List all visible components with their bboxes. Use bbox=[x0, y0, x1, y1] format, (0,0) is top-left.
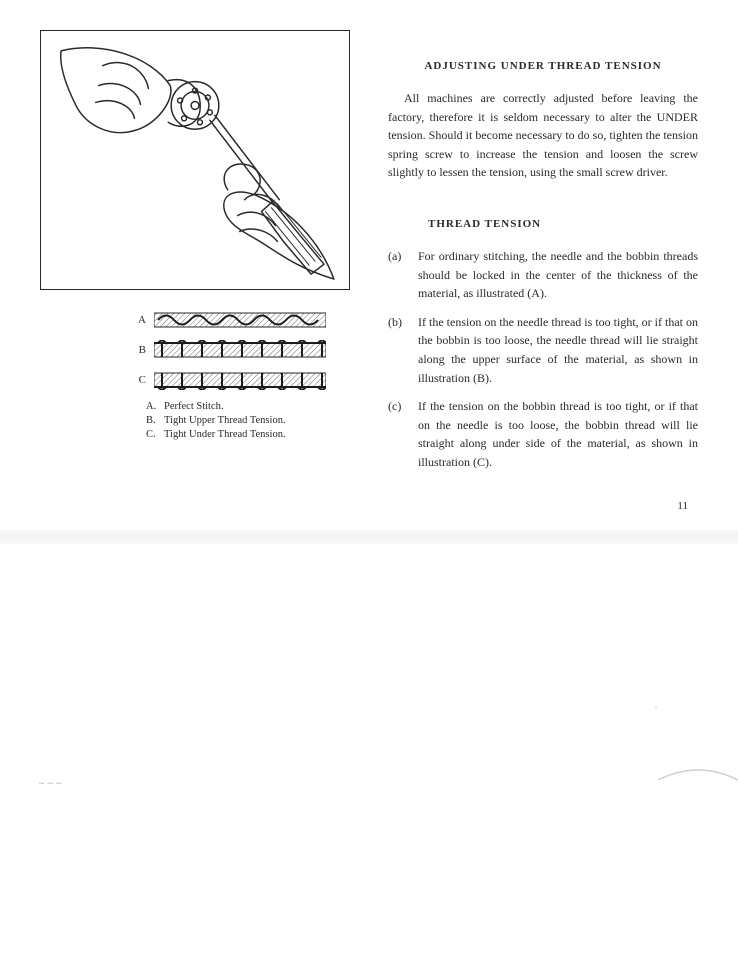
tension-item-b: (b) If the tension on the needle thread … bbox=[388, 313, 698, 387]
tension-item-c: (c) If the tension on the bobbin thread … bbox=[388, 397, 698, 471]
tension-item-c-text: If the tension on the bobbin thread is t… bbox=[418, 397, 698, 471]
left-column: A B bbox=[40, 30, 370, 482]
stitch-row-b: B bbox=[130, 340, 370, 360]
stitch-diagrams: A B bbox=[130, 310, 370, 443]
caption-c: C. Tight Under Thread Tension. bbox=[146, 428, 370, 442]
stitch-c-svg bbox=[154, 370, 326, 390]
tension-item-b-text: If the tension on the needle thread is t… bbox=[418, 313, 698, 387]
bobbin-adjust-illustration bbox=[40, 30, 350, 290]
stitch-label-a: A bbox=[130, 314, 146, 326]
right-column: ADJUSTING UNDER THREAD TENSION All machi… bbox=[370, 30, 698, 482]
page: A B bbox=[0, 0, 738, 954]
tension-item-b-letter: (b) bbox=[388, 313, 418, 387]
hands-bobbin-svg bbox=[41, 31, 349, 289]
stitch-label-c: C bbox=[130, 374, 146, 386]
stitch-captions: A. Perfect Stitch. B. Tight Upper Thread… bbox=[146, 400, 370, 443]
tension-item-a-letter: (a) bbox=[388, 247, 418, 303]
caption-a-text: Perfect Stitch. bbox=[164, 400, 223, 414]
caption-b: B. Tight Upper Thread Tension. bbox=[146, 414, 370, 428]
tension-item-c-letter: (c) bbox=[388, 397, 418, 471]
stitch-row-c: C bbox=[130, 370, 370, 390]
caption-c-text: Tight Under Thread Tension. bbox=[164, 428, 286, 442]
caption-b-text: Tight Upper Thread Tension. bbox=[164, 414, 286, 428]
scan-artifact-band bbox=[0, 530, 738, 544]
caption-c-letter: C. bbox=[146, 428, 164, 442]
page-number: 11 bbox=[677, 500, 688, 512]
para-under-tension: All machines are correctly adjusted befo… bbox=[388, 89, 698, 182]
page-curl-icon bbox=[658, 750, 738, 790]
scan-artifact-tick: · bbox=[654, 700, 658, 715]
scan-artifact-smudge: ∼∼∼ bbox=[38, 778, 64, 789]
caption-a: A. Perfect Stitch. bbox=[146, 400, 370, 414]
tension-item-a: (a) For ordinary stitching, the needle a… bbox=[388, 247, 698, 303]
tension-item-a-text: For ordinary stitching, the needle and t… bbox=[418, 247, 698, 303]
heading-thread-tension: THREAD TENSION bbox=[428, 216, 698, 233]
caption-b-letter: B. bbox=[146, 414, 164, 428]
stitch-b-svg bbox=[154, 340, 326, 360]
stitch-a-svg bbox=[154, 310, 326, 330]
stitch-label-b: B bbox=[130, 344, 146, 356]
caption-a-letter: A. bbox=[146, 400, 164, 414]
content-columns: A B bbox=[40, 30, 698, 482]
stitch-row-a: A bbox=[130, 310, 370, 330]
heading-under-tension: ADJUSTING UNDER THREAD TENSION bbox=[388, 58, 698, 75]
